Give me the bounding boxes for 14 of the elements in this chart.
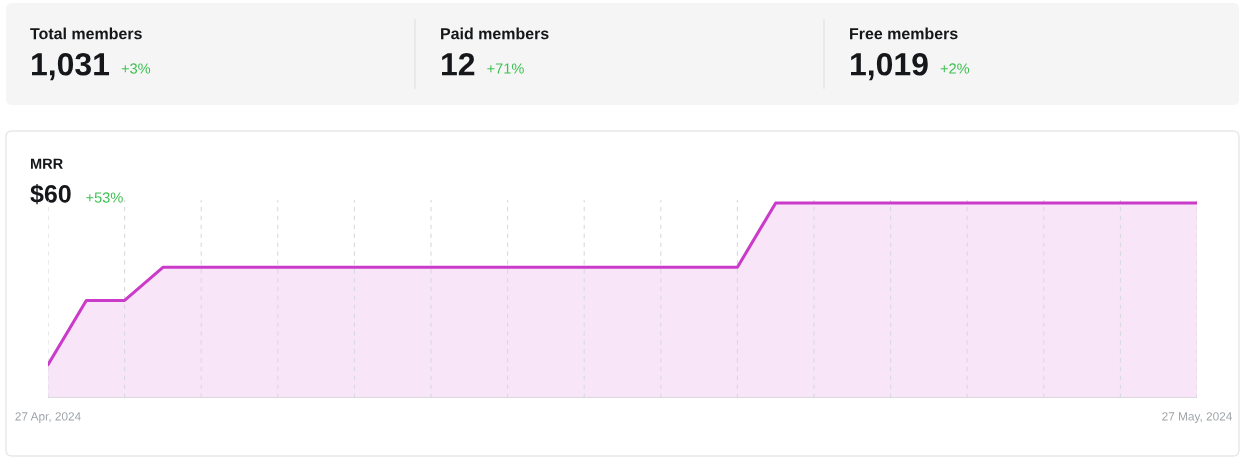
text: +3% (121, 63, 151, 74)
text: Total members (30, 27, 142, 40)
text: +53% (86, 192, 123, 203)
text: 1,031 (32, 52, 110, 81)
x-tick-label: 27 May, 2024 (1162, 412, 1232, 423)
text: Paid members (441, 27, 549, 40)
text: Free members (850, 27, 958, 40)
chart-subtitle: $60 (30, 183, 71, 205)
x-tick-label: 27 Apr, 2024 (15, 412, 81, 423)
chart-title: MRR (30, 158, 63, 169)
text: +2% (940, 63, 970, 74)
text: 12 (442, 52, 475, 76)
text: +71% (487, 63, 524, 74)
text: 1,019 (851, 52, 928, 81)
